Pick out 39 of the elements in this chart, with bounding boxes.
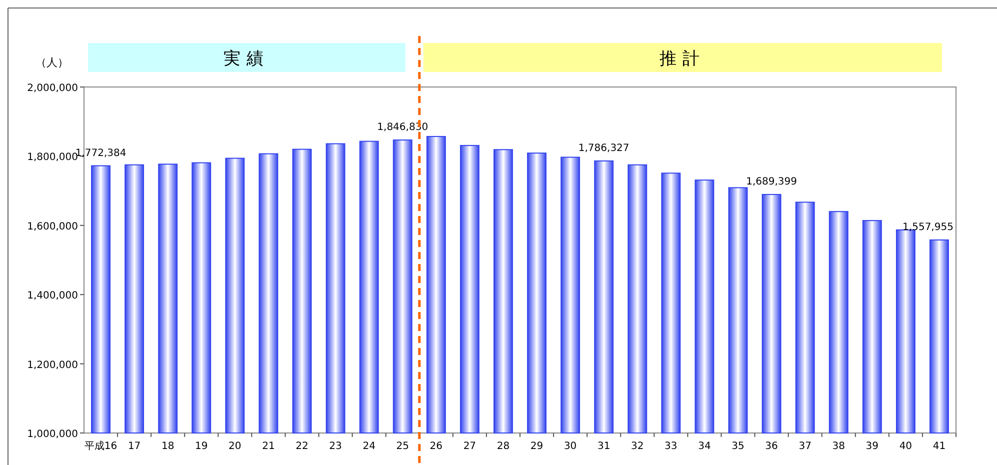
- x-tick-label: 30: [564, 441, 577, 452]
- y-axis-title: （人）: [36, 56, 68, 69]
- y-tick-label: 1,200,000: [27, 360, 78, 371]
- x-tick-label: 35: [732, 441, 744, 452]
- x-tick-label: 18: [161, 441, 174, 452]
- y-tick-label: 1,400,000: [27, 290, 78, 302]
- x-tick-label: 38: [832, 441, 845, 452]
- x-tick-label: 25: [396, 441, 409, 452]
- x-tick-label: 34: [698, 441, 711, 452]
- x-tick-label: 41: [932, 441, 946, 452]
- x-tick-label: 33: [664, 441, 678, 452]
- x-tick-label: 26: [430, 441, 443, 452]
- text: 実績: [224, 49, 270, 69]
- data-label: 1,786,327: [578, 142, 630, 154]
- x-tick-label: 20: [228, 441, 242, 452]
- data-label: 1,689,399: [746, 176, 797, 188]
- x-tick-label: 28: [496, 441, 510, 452]
- data-label: 1,557,955: [902, 222, 954, 233]
- data-label: 1,846,830: [377, 122, 428, 133]
- x-tick-label: 27: [463, 441, 476, 452]
- x-tick-label: 31: [597, 441, 610, 452]
- y-tick-label: 1,000,000: [27, 429, 78, 440]
- y-tick-label: 1,600,000: [27, 221, 78, 232]
- x-tick-label: 32: [631, 441, 644, 452]
- x-tick-label: 29: [530, 441, 544, 452]
- x-tick-label: 37: [798, 441, 812, 452]
- x-tick-label: 平成16: [84, 440, 118, 452]
- x-tick-label: 24: [362, 441, 376, 452]
- x-tick-label: 17: [128, 441, 141, 452]
- x-tick-label: 36: [765, 441, 778, 452]
- x-tick-label: 22: [296, 441, 308, 452]
- x-tick-label: 21: [262, 441, 275, 452]
- x-tick-label: 39: [866, 441, 879, 452]
- x-tick-label: 19: [195, 441, 208, 452]
- y-tick-label: 2,000,000: [27, 83, 78, 94]
- x-tick-label: 23: [329, 441, 342, 452]
- x-tick-label: 40: [899, 441, 912, 452]
- y-tick-label: 1,800,000: [27, 152, 78, 164]
- text: 推計: [660, 49, 706, 69]
